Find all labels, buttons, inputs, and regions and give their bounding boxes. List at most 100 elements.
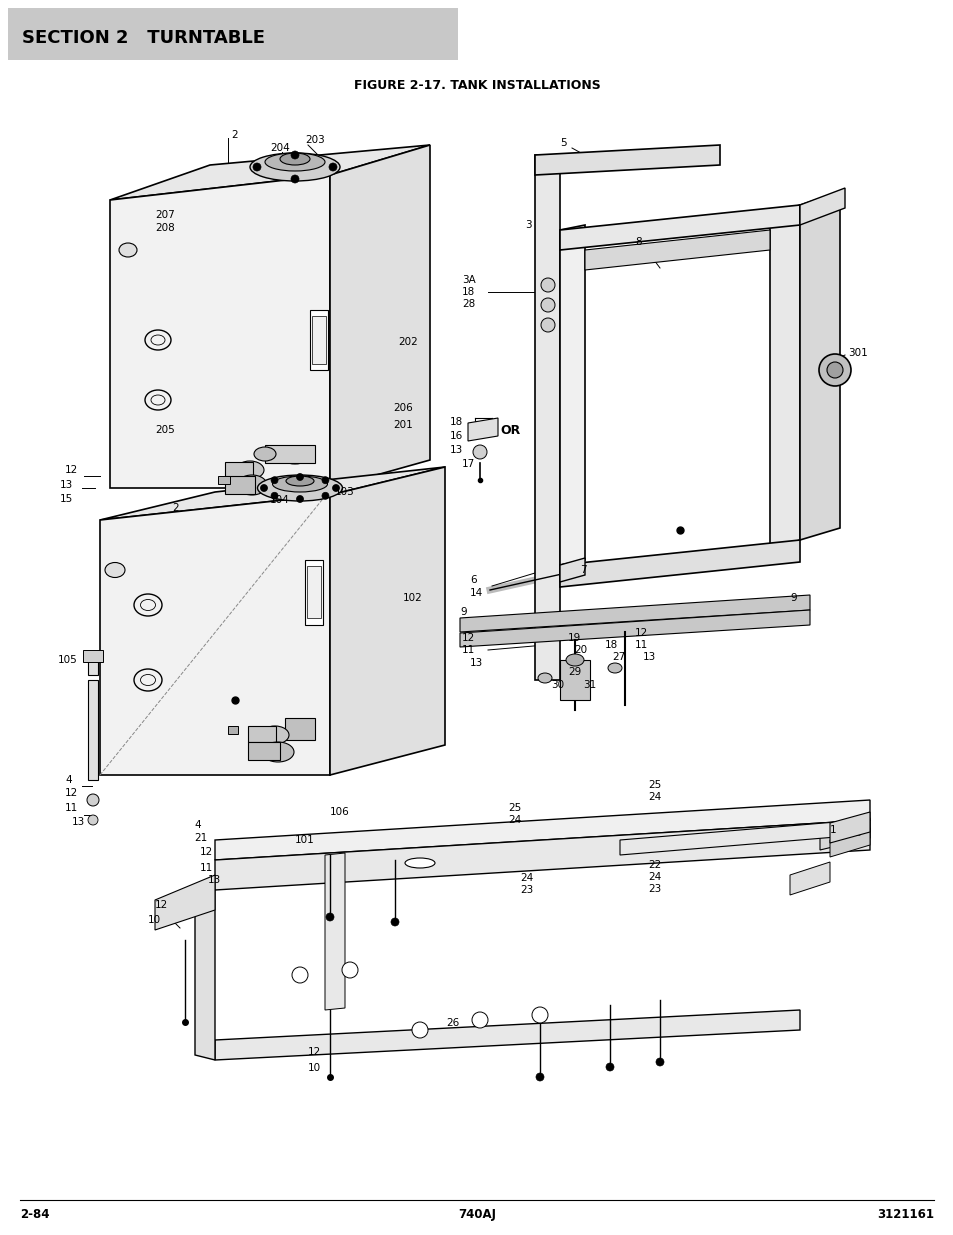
Text: 29: 29: [567, 667, 580, 677]
Text: OR: OR: [499, 424, 519, 436]
Text: 13: 13: [450, 445, 463, 454]
Text: 12: 12: [154, 900, 168, 910]
Circle shape: [291, 151, 298, 159]
Circle shape: [472, 1011, 488, 1028]
Text: 11: 11: [635, 640, 648, 650]
Circle shape: [326, 913, 334, 921]
Polygon shape: [789, 862, 829, 895]
Polygon shape: [535, 156, 559, 680]
Text: 2: 2: [231, 130, 237, 140]
Text: 3A: 3A: [461, 275, 476, 285]
Bar: [83, 650, 103, 662]
Bar: [88, 680, 98, 781]
Circle shape: [656, 1058, 663, 1066]
Ellipse shape: [261, 726, 289, 743]
Polygon shape: [559, 558, 584, 582]
Ellipse shape: [273, 475, 327, 492]
Text: 15: 15: [60, 494, 73, 504]
Circle shape: [826, 362, 842, 378]
Text: 12: 12: [200, 847, 213, 857]
Text: 11: 11: [65, 803, 78, 813]
Polygon shape: [194, 885, 214, 1060]
Circle shape: [605, 1063, 614, 1071]
Polygon shape: [110, 175, 330, 488]
Text: 13: 13: [470, 658, 483, 668]
Polygon shape: [769, 205, 800, 550]
Bar: [248, 726, 275, 742]
Ellipse shape: [537, 673, 552, 683]
Ellipse shape: [280, 153, 310, 165]
FancyBboxPatch shape: [307, 566, 320, 618]
Circle shape: [88, 815, 98, 825]
Text: 12: 12: [65, 788, 78, 798]
Text: 13: 13: [208, 876, 221, 885]
Polygon shape: [559, 540, 800, 587]
Text: 205: 205: [154, 425, 174, 435]
Text: FIGURE 2-17. TANK INSTALLATIONS: FIGURE 2-17. TANK INSTALLATIONS: [354, 79, 599, 91]
Text: 18: 18: [461, 287, 475, 296]
Polygon shape: [800, 191, 840, 540]
Text: 2-84: 2-84: [20, 1209, 50, 1221]
Polygon shape: [214, 1010, 800, 1060]
Text: 18: 18: [604, 640, 618, 650]
Ellipse shape: [262, 742, 294, 762]
Ellipse shape: [119, 243, 137, 257]
Text: 13: 13: [60, 480, 73, 490]
Polygon shape: [820, 818, 869, 850]
Text: 13: 13: [642, 652, 656, 662]
Text: 4: 4: [193, 820, 200, 830]
Circle shape: [473, 445, 486, 459]
Text: 31: 31: [582, 680, 596, 690]
Circle shape: [260, 484, 267, 492]
Text: 3: 3: [524, 220, 531, 230]
Text: 23: 23: [647, 884, 660, 894]
Bar: [225, 475, 254, 494]
Ellipse shape: [105, 562, 125, 578]
Text: 16: 16: [450, 431, 463, 441]
Text: 12: 12: [65, 466, 78, 475]
Bar: [228, 726, 237, 734]
Text: 17: 17: [461, 459, 475, 469]
Text: 24: 24: [507, 815, 520, 825]
Polygon shape: [330, 467, 444, 776]
Polygon shape: [325, 853, 345, 1010]
Text: 4: 4: [65, 776, 71, 785]
Text: 201: 201: [393, 420, 413, 430]
Circle shape: [540, 317, 555, 332]
Text: 27: 27: [612, 652, 624, 662]
Text: 24: 24: [647, 792, 660, 802]
Text: 30: 30: [551, 680, 563, 690]
Text: 7: 7: [579, 564, 586, 576]
Text: 9: 9: [789, 593, 796, 603]
Circle shape: [540, 298, 555, 312]
Polygon shape: [459, 610, 809, 647]
Polygon shape: [559, 205, 800, 249]
Polygon shape: [619, 820, 859, 855]
Polygon shape: [559, 225, 584, 564]
Text: 12: 12: [308, 1047, 321, 1057]
Text: 28: 28: [461, 299, 475, 309]
FancyBboxPatch shape: [8, 7, 457, 61]
Text: 14: 14: [470, 588, 483, 598]
Circle shape: [333, 484, 339, 492]
Circle shape: [412, 1023, 428, 1037]
Text: 12: 12: [461, 634, 475, 643]
Polygon shape: [468, 417, 497, 441]
Text: 207: 207: [154, 210, 174, 220]
Circle shape: [271, 477, 277, 484]
Text: 105: 105: [58, 655, 77, 664]
Circle shape: [321, 477, 329, 484]
Polygon shape: [584, 230, 769, 270]
Text: 11: 11: [200, 863, 213, 873]
Text: 11: 11: [461, 645, 475, 655]
Ellipse shape: [280, 446, 310, 464]
Text: 23: 23: [519, 885, 533, 895]
Ellipse shape: [607, 663, 621, 673]
Ellipse shape: [250, 153, 339, 182]
Polygon shape: [800, 188, 844, 225]
Text: 12: 12: [635, 629, 648, 638]
Polygon shape: [100, 495, 330, 776]
Text: 18: 18: [450, 417, 463, 427]
Text: 10: 10: [148, 915, 161, 925]
Ellipse shape: [257, 475, 342, 501]
